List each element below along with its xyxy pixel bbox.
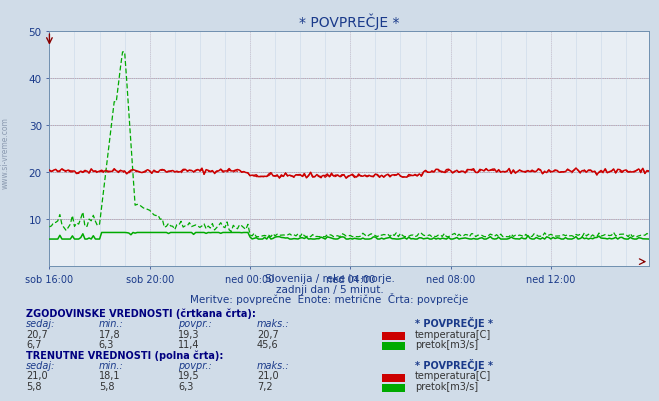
Text: 17,8: 17,8 — [99, 329, 121, 339]
Text: 21,0: 21,0 — [257, 371, 279, 381]
Text: 11,4: 11,4 — [178, 339, 200, 349]
Text: * POVPREČJE *: * POVPREČJE * — [415, 316, 493, 328]
Text: maks.:: maks.: — [257, 318, 290, 328]
Text: 45,6: 45,6 — [257, 339, 279, 349]
Text: 7,2: 7,2 — [257, 381, 273, 391]
Text: pretok[m3/s]: pretok[m3/s] — [415, 339, 478, 349]
Text: 5,8: 5,8 — [99, 381, 115, 391]
Text: 20,7: 20,7 — [26, 329, 48, 339]
Text: 21,0: 21,0 — [26, 371, 48, 381]
Text: pretok[m3/s]: pretok[m3/s] — [415, 381, 478, 391]
Text: 19,3: 19,3 — [178, 329, 200, 339]
Text: ZGODOVINSKE VREDNOSTI (črtkana črta):: ZGODOVINSKE VREDNOSTI (črtkana črta): — [26, 308, 256, 318]
Text: min.:: min.: — [99, 360, 124, 370]
Text: 6,7: 6,7 — [26, 339, 42, 349]
Text: 6,3: 6,3 — [99, 339, 114, 349]
Text: povpr.:: povpr.: — [178, 318, 212, 328]
Text: sedaj:: sedaj: — [26, 318, 56, 328]
Text: Slovenija / reke in morje.: Slovenija / reke in morje. — [264, 273, 395, 284]
Text: 6,3: 6,3 — [178, 381, 193, 391]
Text: Meritve: povprečne  Enote: metrične  Črta: povprečje: Meritve: povprečne Enote: metrične Črta:… — [190, 292, 469, 304]
Text: temperatura[C]: temperatura[C] — [415, 371, 492, 381]
Text: zadnji dan / 5 minut.: zadnji dan / 5 minut. — [275, 284, 384, 294]
Text: sedaj:: sedaj: — [26, 360, 56, 370]
Text: 5,8: 5,8 — [26, 381, 42, 391]
Text: temperatura[C]: temperatura[C] — [415, 329, 492, 339]
Text: * POVPREČJE *: * POVPREČJE * — [415, 358, 493, 370]
Text: www.si-vreme.com: www.si-vreme.com — [1, 117, 10, 188]
Text: 20,7: 20,7 — [257, 329, 279, 339]
Title: * POVPREČJE *: * POVPREČJE * — [299, 13, 399, 30]
Text: 18,1: 18,1 — [99, 371, 121, 381]
Text: min.:: min.: — [99, 318, 124, 328]
Text: TRENUTNE VREDNOSTI (polna črta):: TRENUTNE VREDNOSTI (polna črta): — [26, 349, 224, 360]
Text: maks.:: maks.: — [257, 360, 290, 370]
Text: povpr.:: povpr.: — [178, 360, 212, 370]
Text: 19,5: 19,5 — [178, 371, 200, 381]
